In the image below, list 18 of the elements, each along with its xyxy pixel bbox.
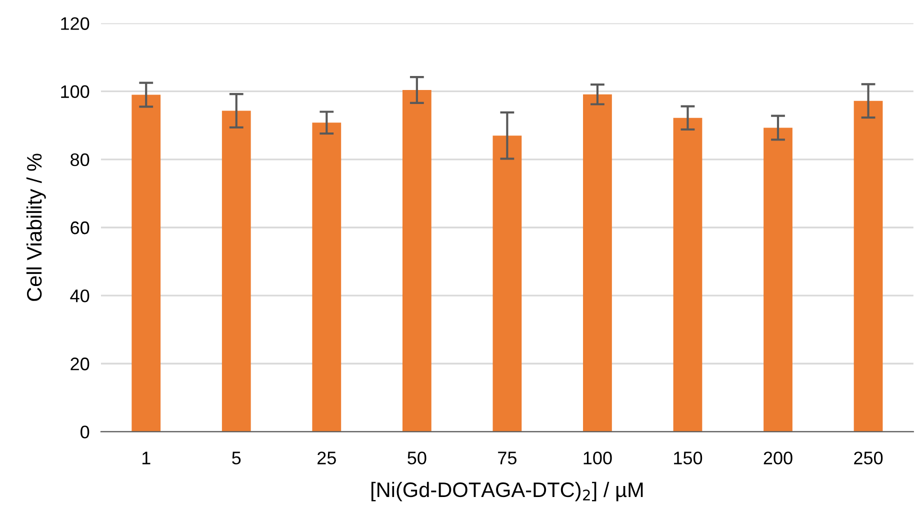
x-tick-label: 150 <box>674 452 702 464</box>
y-tick-label: 120 <box>61 17 90 30</box>
y-tick-label: 20 <box>70 358 90 370</box>
y-tick-label: 0 <box>80 426 90 438</box>
x-tick-label: 75 <box>498 452 516 464</box>
x-tick-label: 5 <box>232 452 241 464</box>
y-tick-label: 60 <box>70 221 90 234</box>
x-tick-label: 200 <box>764 452 792 464</box>
x-tick-label: 100 <box>584 452 612 464</box>
x-tick-label: 25 <box>318 452 336 464</box>
y-axis-title: Cell Viability / % <box>26 154 46 301</box>
y-tick-label: 80 <box>70 153 90 166</box>
x-axis-title: [Ni(Gd-DOTAGA-DTC)$_{2}$] / µM <box>371 482 643 502</box>
x-tick-label: 50 <box>408 452 426 464</box>
y-tick-label: 100 <box>61 85 90 98</box>
y-tick-label: 40 <box>70 289 90 302</box>
x-tick-label: 1 <box>142 452 150 464</box>
x-tick-label: 250 <box>854 452 883 464</box>
